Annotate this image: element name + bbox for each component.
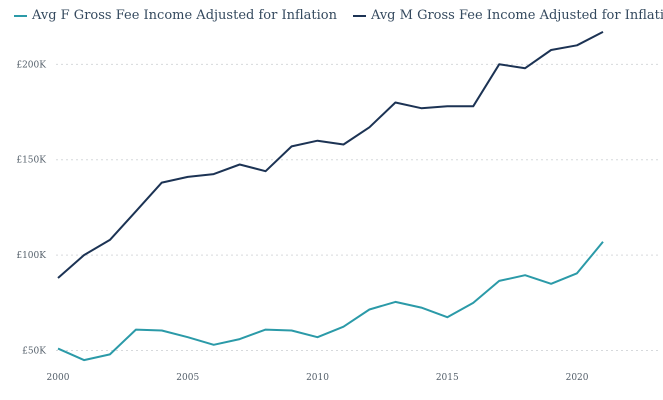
legend-swatch-female (14, 14, 27, 17)
legend-swatch-male (352, 14, 366, 17)
legend: Avg F Gross Fee Income Adjusted for Infl… (14, 8, 663, 23)
legend-item-male: Avg M Gross Fee Income Adjusted for Infl… (352, 8, 663, 23)
y-axis-ticks: £50K £100K £150K £200K (16, 60, 46, 356)
y-tick-label: £100K (16, 251, 46, 261)
x-tick-label: 2010 (306, 373, 329, 383)
x-tick-label: 2000 (47, 373, 70, 383)
x-tick-label: 2005 (176, 373, 199, 383)
x-tick-label: 2020 (566, 373, 589, 383)
grid-lines (56, 63, 660, 352)
x-tick-label: 2015 (436, 373, 459, 383)
x-axis-ticks: 2000 2005 2010 2015 2020 (47, 373, 589, 383)
series-lines (57, 31, 604, 362)
y-tick-label: £150K (16, 156, 46, 166)
series-line-female (57, 241, 604, 362)
y-tick-label: £200K (16, 60, 46, 70)
legend-item-female: Avg F Gross Fee Income Adjusted for Infl… (14, 8, 337, 23)
legend-label-female: Avg F Gross Fee Income Adjusted for Infl… (32, 8, 337, 23)
y-tick-label: £50K (22, 347, 46, 357)
series-line-male (57, 31, 604, 279)
legend-label-male: Avg M Gross Fee Income Adjusted for Infl… (370, 8, 663, 23)
